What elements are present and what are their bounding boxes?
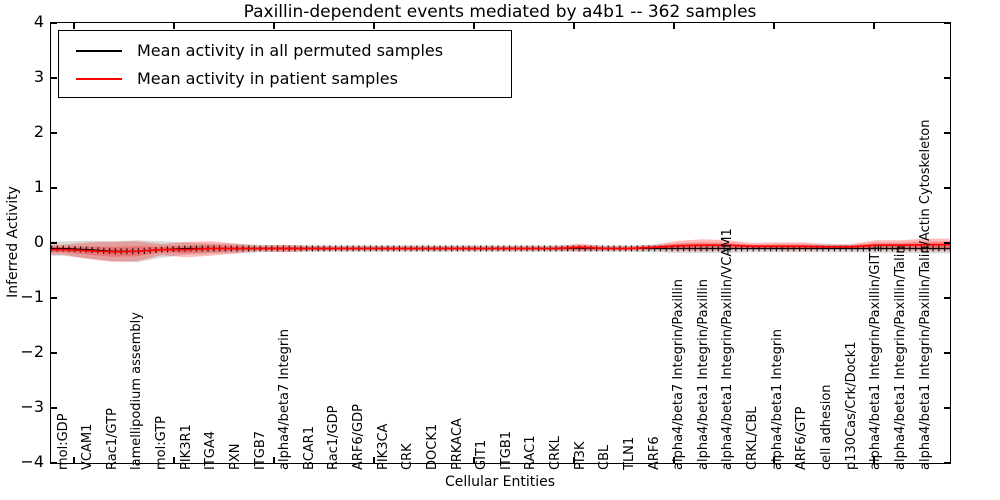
axis-tick-right xyxy=(944,187,950,189)
data-series-canvas xyxy=(51,238,950,263)
x-entity-label: VCAM1 xyxy=(80,423,96,470)
legend-box: Mean activity in all permuted samples Me… xyxy=(58,30,512,98)
x-entity-label: p130Cas/Crk/Dock1 xyxy=(843,341,859,470)
x-entity-label: CRKL xyxy=(548,436,564,470)
x-entity-label: RAC1 xyxy=(523,435,539,470)
axis-tick-left xyxy=(51,352,57,354)
x-entity-label: mol:GTP xyxy=(154,416,169,470)
x-entity-label: Rac1/GDP xyxy=(326,405,342,470)
axis-tick-right xyxy=(944,242,950,244)
legend-entry-patient: Mean activity in patient samples xyxy=(59,65,511,93)
axis-tick-bottom xyxy=(73,457,75,463)
x-entity-label: BCAR1 xyxy=(301,426,317,470)
axis-tick-bottom xyxy=(173,457,175,463)
axis-tick-bottom xyxy=(773,457,775,463)
x-entity-label: PXN xyxy=(227,443,243,470)
axis-tick-top xyxy=(373,23,375,29)
axis-tick-right xyxy=(944,22,950,24)
axis-tick-bottom xyxy=(473,457,475,463)
x-entity-label: ITGA4 xyxy=(203,430,219,470)
x-entity-label: lamellipodium assembly xyxy=(129,312,145,470)
patient-mean-line xyxy=(51,243,950,253)
y-tick-label: −1 xyxy=(20,287,44,306)
axis-tick-top xyxy=(173,23,175,29)
x-entity-label: PI3K xyxy=(572,441,588,470)
x-entity-label: PIK3R1 xyxy=(178,424,194,470)
legend-label-permuted: Mean activity in all permuted samples xyxy=(137,41,444,60)
y-tick-label: −3 xyxy=(20,397,44,416)
x-entity-label: mol:GDP xyxy=(55,413,71,470)
x-entity-label: ITGB1 xyxy=(498,430,514,470)
legend-line-red xyxy=(76,78,122,80)
x-entity-label: ITGB7 xyxy=(252,430,268,470)
axis-tick-right xyxy=(944,132,950,134)
x-entity-label: GIT1 xyxy=(474,439,490,470)
axis-tick-right xyxy=(944,77,950,79)
axis-tick-left xyxy=(51,462,57,464)
axis-tick-bottom xyxy=(673,457,675,463)
x-entity-label: CBL xyxy=(597,444,613,470)
y-tick-label: 2 xyxy=(33,122,44,141)
y-tick-label: 4 xyxy=(33,12,44,31)
axis-tick-bottom xyxy=(373,457,375,463)
x-entity-label: ARF6 xyxy=(646,436,662,470)
x-entity-label: CRKL/CBL xyxy=(745,406,761,471)
x-entity-label: alpha4/beta1 Integrin/Paxillin/VCAM1 xyxy=(720,228,736,470)
x-entity-label: alpha4/beta7 Integrin xyxy=(277,328,293,470)
x-entity-label: alpha4/beta7 Integrin/Paxillin xyxy=(671,278,687,470)
y-tick-label: 1 xyxy=(33,177,44,196)
axis-tick-bottom xyxy=(873,457,875,463)
axis-tick-top xyxy=(773,23,775,29)
axis-tick-top xyxy=(473,23,475,29)
axis-tick-top xyxy=(673,23,675,29)
x-entity-label: alpha4/beta1 Integrin/Paxillin/Talin/Act… xyxy=(917,119,933,470)
axis-tick-right xyxy=(944,297,950,299)
axis-tick-bottom xyxy=(573,457,575,463)
x-entity-label: CRK xyxy=(400,443,416,470)
x-entity-label: PRKACA xyxy=(449,418,465,470)
x-entity-label: TLN1 xyxy=(621,436,637,470)
permuted-errorbar-ticks xyxy=(51,245,950,255)
y-tick-label: 0 xyxy=(33,232,44,251)
axis-tick-left xyxy=(51,132,57,134)
x-entity-label: ARF6/GTP xyxy=(794,406,810,470)
axis-tick-bottom xyxy=(273,457,275,463)
x-entity-label: alpha4/beta1 Integrin/Paxillin xyxy=(695,278,711,470)
axis-tick-right xyxy=(944,407,950,409)
y-tick-label: 3 xyxy=(33,67,44,86)
x-entity-label: DOCK1 xyxy=(424,423,440,470)
x-entity-label: alpha4/beta1 Integrin/Paxillin/Talin xyxy=(892,245,908,470)
x-entity-label: cell adhesion xyxy=(818,384,834,470)
legend-label-patient: Mean activity in patient samples xyxy=(137,69,398,88)
axis-tick-left xyxy=(51,407,57,409)
axis-tick-top xyxy=(873,23,875,29)
axis-tick-right xyxy=(944,462,950,464)
x-entity-label: PIK3CA xyxy=(375,423,391,470)
plot-area: mol:GDP VCAM1 Rac1/GTP lamellipodium assemb… xyxy=(50,22,951,470)
axis-tick-left xyxy=(51,22,57,24)
y-tick-label: −4 xyxy=(20,452,44,471)
x-entity-label: alpha4/beta1 Integrin xyxy=(769,328,785,470)
x-entity-label: alpha4/beta1 Integrin/Paxillin/GIT1 xyxy=(868,244,884,470)
legend-line-black xyxy=(76,50,122,52)
x-entity-label: ARF6/GDP xyxy=(351,404,367,470)
axis-tick-top xyxy=(273,23,275,29)
x-entity-label: Rac1/GTP xyxy=(104,408,120,470)
chart-title: Paxillin-dependent events mediated by a4… xyxy=(243,2,757,22)
axis-tick-right xyxy=(944,352,950,354)
legend-entry-permuted: Mean activity in all permuted samples xyxy=(59,37,511,65)
axis-tick-top xyxy=(573,23,575,29)
axis-tick-left xyxy=(51,242,57,244)
x-axis-label: Cellular Entities xyxy=(444,474,556,490)
axis-tick-left xyxy=(51,297,57,299)
y-tick-label: −2 xyxy=(20,342,44,361)
axis-tick-left xyxy=(51,77,57,79)
axis-tick-left xyxy=(51,187,57,189)
axis-tick-top xyxy=(73,23,75,29)
